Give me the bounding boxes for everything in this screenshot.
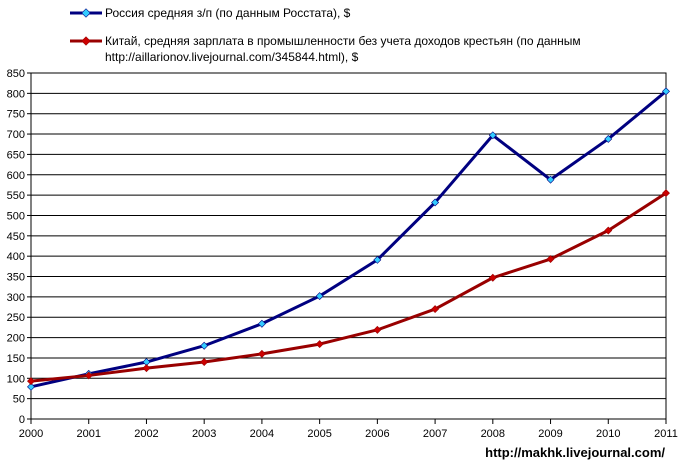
point-russia-2006 [373, 255, 382, 264]
y-tick-label-50: 50 [13, 394, 25, 406]
point-china-2006 [373, 325, 382, 334]
legend-marker-russia [81, 8, 91, 18]
x-tick-label-2003: 2003 [192, 428, 216, 440]
gridlines [30, 72, 667, 420]
point-china-2002 [142, 364, 151, 373]
x-tick-label-2011: 2011 [654, 428, 678, 440]
y-tick-label-600: 600 [7, 170, 25, 182]
series-line-russia [29, 89, 668, 389]
plot-area-frame [30, 72, 667, 420]
y-tick-label-350: 350 [7, 272, 25, 284]
point-china-2003 [200, 358, 209, 366]
y-tick-label-800: 800 [7, 88, 25, 100]
series-line-china [29, 191, 668, 383]
y-tick-label-300: 300 [7, 292, 25, 304]
point-china-2009 [546, 255, 555, 263]
point-china-2000 [27, 377, 35, 386]
x-tick-label-2006: 2006 [365, 428, 389, 440]
y-tick-label-700: 700 [7, 129, 25, 141]
point-russia-2004 [257, 319, 266, 328]
y-tick-label-550: 550 [7, 190, 25, 202]
x-axis: 2000 2001 2002 2003 2004 2005 2006 2007 2008 2009… [19, 419, 678, 440]
y-tick-label-200: 200 [7, 333, 25, 345]
point-russia-2009 [546, 175, 555, 184]
point-china-2011 [662, 189, 670, 198]
y-tick-label-650: 650 [7, 149, 25, 161]
point-russia-2008 [488, 131, 497, 140]
credit-label: http://makhk.livejournal.com/ [485, 445, 665, 460]
point-russia-2000 [27, 382, 35, 391]
point-china-2010 [604, 226, 613, 235]
point-russia-2011 [662, 87, 670, 96]
y-axis: 0 50 100 150 200 250 300 350 400 450 500 550 600 650 7… [7, 68, 31, 426]
point-russia-2007 [431, 198, 440, 207]
x-tick-label-2001: 2001 [76, 428, 100, 440]
legend: Россия средняя з/п (по данным Росстата),… [70, 6, 581, 64]
x-tick-label-2010: 2010 [596, 428, 620, 440]
point-china-2007 [431, 305, 440, 314]
x-tick-label-2005: 2005 [307, 428, 331, 440]
y-tick-label-0: 0 [19, 414, 25, 426]
point-russia-2010 [604, 134, 613, 143]
point-china-2008 [488, 273, 497, 282]
legend-marker-china [81, 36, 91, 46]
y-tick-label-450: 450 [7, 231, 25, 243]
point-russia-2002 [142, 358, 151, 366]
x-tick-label-2008: 2008 [481, 428, 505, 440]
x-tick-label-2009: 2009 [538, 428, 562, 440]
y-tick-label-400: 400 [7, 251, 25, 263]
y-tick-label-100: 100 [7, 373, 25, 385]
y-tick-label-850: 850 [7, 68, 25, 80]
legend-label-china: Китай, средняя зарплата в промышленности… [105, 34, 581, 48]
point-china-2004 [257, 349, 266, 358]
legend-label-russia: Россия средняя з/п (по данным Росстата),… [105, 6, 351, 20]
point-russia-2005 [315, 292, 324, 301]
y-tick-label-750: 750 [7, 109, 25, 121]
point-china-2001 [84, 371, 93, 380]
point-china-2005 [315, 340, 324, 349]
x-tick-label-2002: 2002 [134, 428, 158, 440]
y-tick-label-150: 150 [7, 353, 25, 365]
y-tick-label-250: 250 [7, 312, 25, 324]
x-tick-label-2007: 2007 [423, 428, 447, 440]
y-tick-label-500: 500 [7, 210, 25, 222]
x-tick-label-2000: 2000 [19, 428, 43, 440]
legend-label-china-line2: http://aillarionov.livejournal.com/34584… [105, 50, 359, 64]
x-tick-label-2004: 2004 [250, 428, 274, 440]
point-russia-2003 [200, 341, 209, 350]
series-layer [27, 87, 670, 391]
